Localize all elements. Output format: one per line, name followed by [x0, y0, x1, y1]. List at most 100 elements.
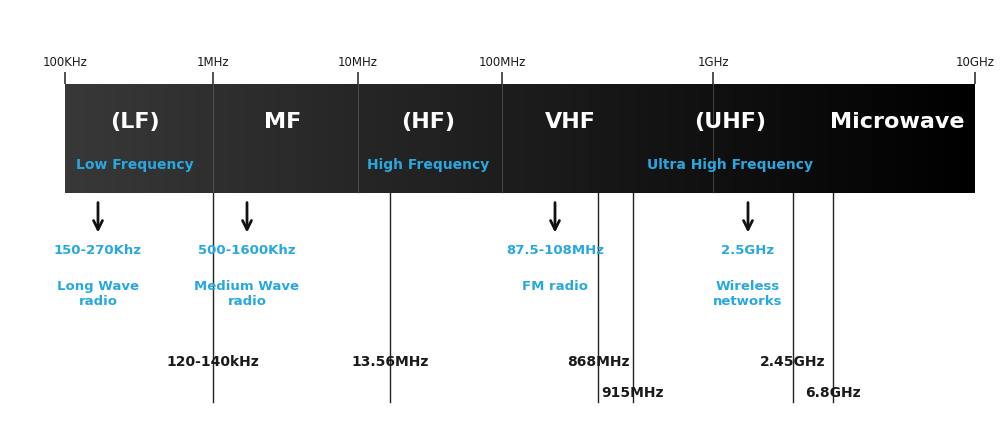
Bar — [441, 84, 444, 193]
Bar — [599, 84, 602, 193]
Bar — [623, 84, 626, 193]
Bar — [147, 84, 150, 193]
Text: 10MHz: 10MHz — [338, 56, 378, 69]
Bar — [162, 84, 165, 193]
Text: 100MHz: 100MHz — [478, 56, 526, 69]
Bar — [362, 84, 365, 193]
Bar — [141, 84, 144, 193]
Bar — [374, 84, 377, 193]
Bar — [954, 84, 957, 193]
Bar — [842, 84, 845, 193]
Bar — [587, 84, 590, 193]
Bar — [396, 84, 399, 193]
Bar — [144, 84, 147, 193]
Bar — [793, 84, 796, 193]
Bar — [481, 84, 484, 193]
Bar — [726, 84, 729, 193]
Bar — [826, 84, 829, 193]
Text: 915MHz: 915MHz — [602, 386, 664, 400]
Text: Medium Wave
radio: Medium Wave radio — [194, 280, 300, 308]
Bar — [608, 84, 611, 193]
Bar — [475, 84, 478, 193]
Bar — [799, 84, 802, 193]
Bar — [926, 84, 930, 193]
Bar — [720, 84, 723, 193]
Bar — [960, 84, 963, 193]
Bar — [738, 84, 741, 193]
Bar — [220, 84, 223, 193]
Bar — [893, 84, 896, 193]
Bar — [687, 84, 690, 193]
Bar — [672, 84, 675, 193]
Bar — [174, 84, 177, 193]
Bar — [872, 84, 875, 193]
Bar — [198, 84, 201, 193]
Bar — [702, 84, 705, 193]
Bar — [77, 84, 80, 193]
Text: 2.45GHz: 2.45GHz — [760, 355, 826, 369]
Bar — [699, 84, 702, 193]
Bar — [581, 84, 584, 193]
Bar — [126, 84, 129, 193]
Bar — [368, 84, 371, 193]
Text: VHF: VHF — [545, 112, 595, 132]
Bar — [89, 84, 92, 193]
Bar — [784, 84, 787, 193]
Bar — [696, 84, 699, 193]
Bar — [135, 84, 138, 193]
Text: 87.5-108MHz: 87.5-108MHz — [506, 244, 604, 257]
Bar — [138, 84, 141, 193]
Bar — [414, 84, 417, 193]
Bar — [939, 84, 942, 193]
Bar — [572, 84, 575, 193]
Bar — [559, 84, 562, 193]
Bar — [920, 84, 923, 193]
Bar — [823, 84, 826, 193]
Text: (UHF): (UHF) — [694, 112, 766, 132]
Bar — [684, 84, 687, 193]
Bar — [314, 84, 317, 193]
Bar — [299, 84, 302, 193]
Bar — [383, 84, 387, 193]
Bar — [292, 84, 296, 193]
Bar — [68, 84, 71, 193]
Bar — [332, 84, 335, 193]
Text: 13.56MHz: 13.56MHz — [351, 355, 429, 369]
Text: 150-270Khz: 150-270Khz — [54, 244, 142, 257]
Bar — [544, 84, 547, 193]
Bar — [326, 84, 329, 193]
Bar — [465, 84, 468, 193]
Bar — [520, 84, 523, 193]
Bar — [490, 84, 493, 193]
Bar — [508, 84, 511, 193]
Bar — [963, 84, 966, 193]
Bar — [678, 84, 681, 193]
Bar — [262, 84, 265, 193]
Bar — [459, 84, 462, 193]
Bar — [411, 84, 414, 193]
Bar — [650, 84, 653, 193]
Bar — [183, 84, 186, 193]
Bar — [98, 84, 101, 193]
Bar — [569, 84, 572, 193]
Bar — [523, 84, 526, 193]
Bar — [620, 84, 623, 193]
Bar — [393, 84, 396, 193]
Bar — [575, 84, 578, 193]
Bar — [805, 84, 808, 193]
Bar — [399, 84, 402, 193]
Bar — [641, 84, 644, 193]
Bar — [887, 84, 890, 193]
Bar — [820, 84, 823, 193]
Bar — [177, 84, 180, 193]
Text: 100KHz: 100KHz — [43, 56, 87, 69]
Bar — [417, 84, 420, 193]
Bar — [951, 84, 954, 193]
Text: High Frequency: High Frequency — [367, 158, 489, 172]
Bar — [751, 84, 754, 193]
Bar — [693, 84, 696, 193]
Bar — [205, 84, 208, 193]
Bar — [453, 84, 456, 193]
Bar — [854, 84, 857, 193]
Bar — [933, 84, 936, 193]
